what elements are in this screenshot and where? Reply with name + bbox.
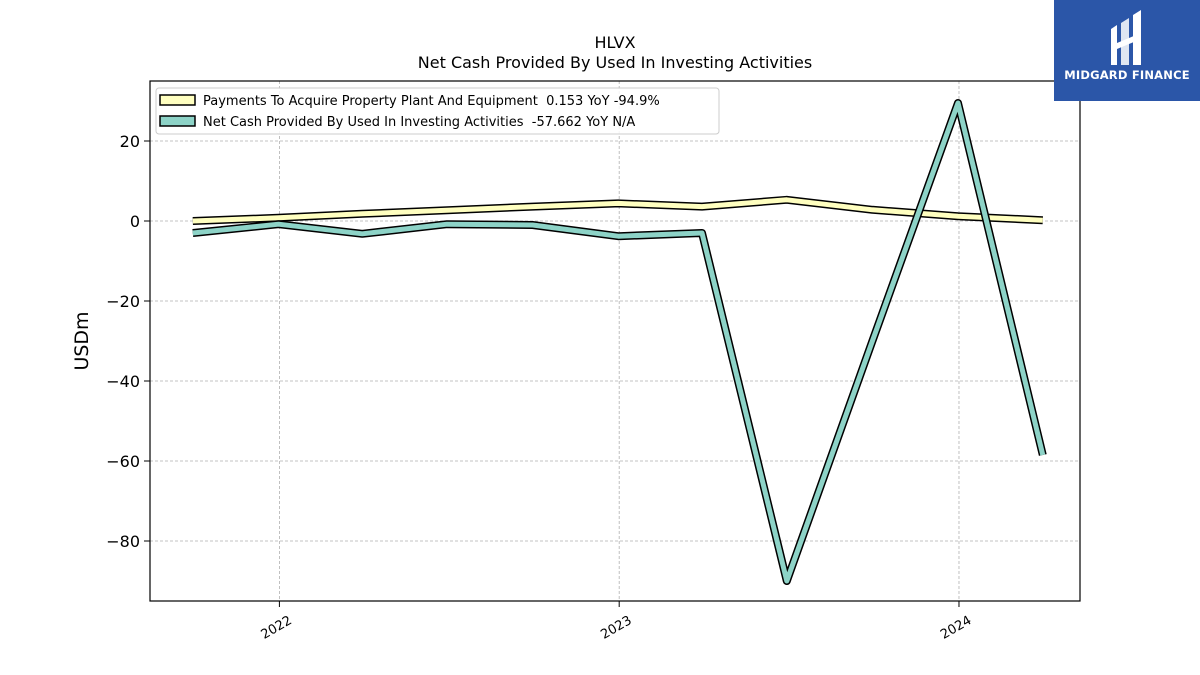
logo-text: MIDGARD FINANCE xyxy=(1064,68,1190,82)
series-2-outline xyxy=(192,99,1047,585)
y-tick-label: −40 xyxy=(106,372,140,391)
y-tick-label: 0 xyxy=(130,212,140,231)
x-tick-label: 2023 xyxy=(598,613,634,643)
y-tick-label: 20 xyxy=(120,132,140,151)
chart-subtitle: Net Cash Provided By Used In Investing A… xyxy=(418,53,812,72)
legend-label: Payments To Acquire Property Plant And E… xyxy=(203,94,660,109)
chart-title: HLVX xyxy=(594,33,635,52)
series-1-line xyxy=(192,197,1043,224)
y-tick-label: −60 xyxy=(106,452,140,471)
x-tick-label: 2024 xyxy=(938,613,974,643)
series-layer xyxy=(192,99,1047,585)
legend-swatch xyxy=(159,94,196,106)
plot-area-frame xyxy=(149,80,1081,602)
x-axis: 2022 2023 2024 xyxy=(259,601,974,643)
logo-mark-icon xyxy=(1111,10,1141,65)
y-axis: −80 −60 −40 −20 0 20 xyxy=(106,132,150,551)
y-tick-label: −80 xyxy=(106,532,140,551)
brand-logo: MIDGARD FINANCE xyxy=(1054,0,1200,101)
legend: Payments To Acquire Property Plant And E… xyxy=(155,87,720,135)
y-axis-label: USDm xyxy=(71,311,93,370)
x-tick-label: 2022 xyxy=(259,613,295,643)
legend-label: Net Cash Provided By Used In Investing A… xyxy=(203,115,635,130)
legend-swatch xyxy=(159,115,196,127)
grid xyxy=(150,81,1080,601)
y-tick-label: −20 xyxy=(106,292,140,311)
legend-box xyxy=(155,87,720,135)
series-2-line xyxy=(192,100,1046,584)
